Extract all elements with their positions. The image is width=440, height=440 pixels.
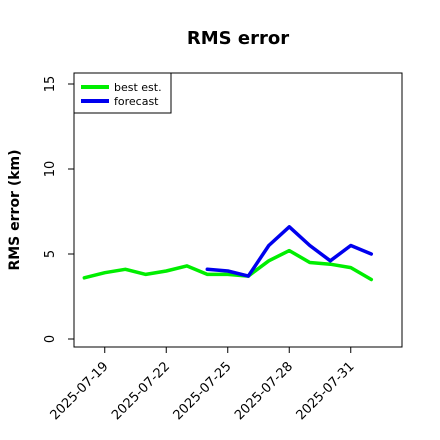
- y-axis-label: RMS error (km): [7, 149, 23, 270]
- y-tick-label: 15: [43, 76, 58, 93]
- series-line-best-est: [82, 248, 374, 282]
- series-line-forecast: [205, 225, 374, 278]
- x-tick-label: 2025-07-25: [171, 359, 235, 423]
- x-axis: 2025-07-192025-07-222025-07-252025-07-28…: [48, 347, 358, 423]
- y-tick-label: 0: [43, 335, 58, 343]
- legend-box: [73, 72, 172, 114]
- x-tick-label: 2025-07-31: [294, 359, 358, 423]
- plot-frame: [73, 72, 403, 348]
- legend-label-best-est: best est.: [114, 81, 162, 94]
- legend-label-forecast: forecast: [114, 95, 159, 108]
- series-layer: [82, 225, 374, 282]
- y-axis: 0 5 10 15: [43, 76, 74, 343]
- y-tick-label: 10: [43, 161, 58, 178]
- x-tick-label: 2025-07-19: [48, 359, 112, 423]
- x-tick-label: 2025-07-22: [109, 359, 173, 423]
- y-tick-label: 5: [43, 250, 58, 258]
- legend: best est. forecast: [73, 72, 172, 114]
- chart-title: RMS error: [187, 28, 289, 49]
- x-tick-label: 2025-07-28: [232, 359, 296, 423]
